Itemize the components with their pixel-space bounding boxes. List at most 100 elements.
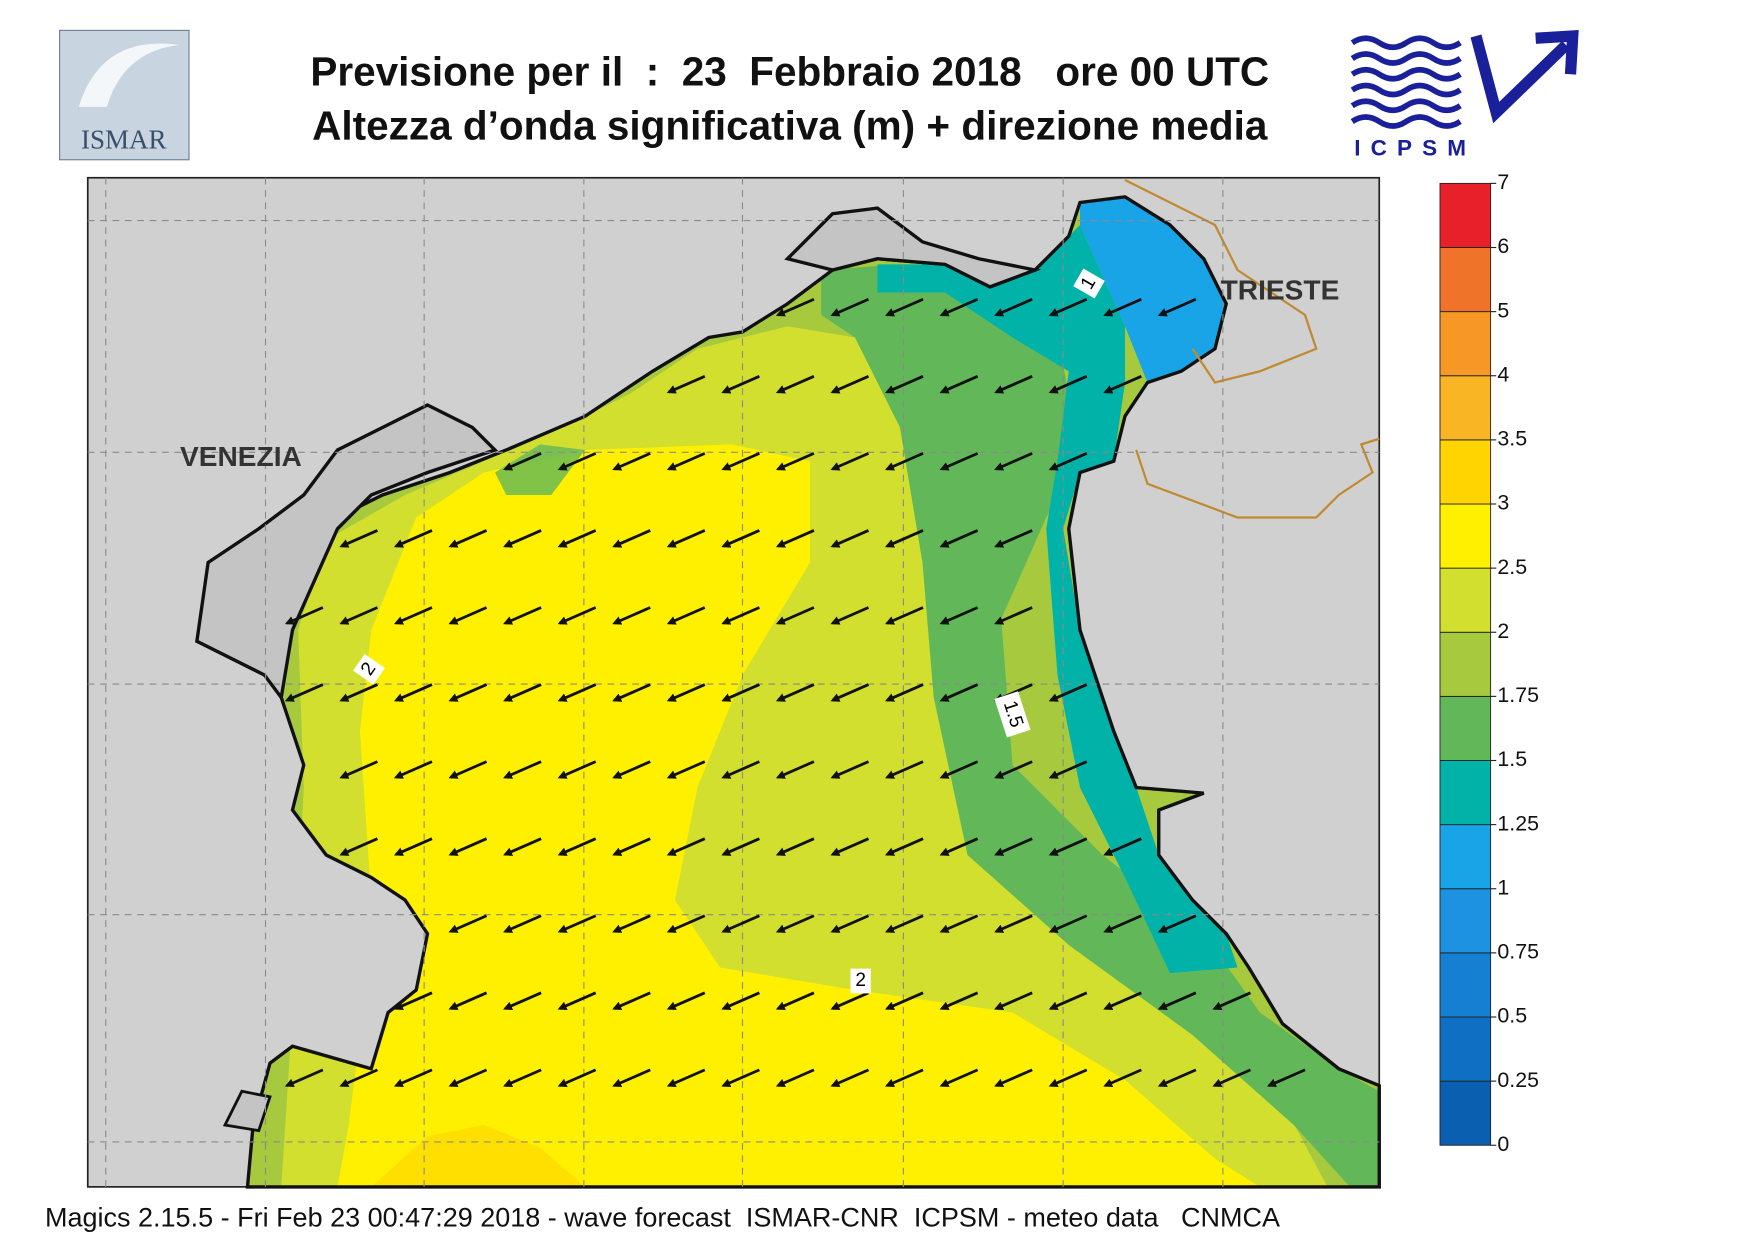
arrow: [721, 375, 760, 394]
arrow: [1103, 991, 1142, 1010]
colorbar-segment: [1439, 567, 1492, 633]
arrow: [775, 452, 815, 471]
arrow: [503, 452, 542, 471]
arrow: [666, 529, 706, 548]
lagoon: [195, 403, 499, 702]
arrow: [994, 297, 1033, 317]
arrow: [1157, 1068, 1197, 1088]
arrow: [1103, 1068, 1142, 1088]
island: [222, 1089, 272, 1133]
arrow: [939, 1068, 979, 1088]
arrow: [503, 760, 542, 779]
arrow: [939, 837, 979, 856]
arrow: [448, 914, 488, 933]
arrow: [939, 683, 979, 702]
arrow: [885, 683, 924, 702]
arrow: [448, 1068, 488, 1088]
arrow: [1048, 1068, 1088, 1088]
arrow: [1157, 914, 1197, 933]
arrow: [612, 529, 651, 548]
arrow: [994, 914, 1033, 933]
place-label: TRIESTE: [1221, 274, 1340, 305]
arrow: [1048, 297, 1088, 317]
colorbar-label: 2: [1497, 619, 1509, 643]
arrow: [557, 837, 597, 856]
arrow: [830, 837, 870, 856]
colorbar-segment: [1439, 182, 1492, 248]
arrow: [666, 837, 706, 856]
arrow: [775, 760, 815, 779]
arrow: [666, 683, 706, 702]
arrow: [339, 683, 379, 702]
arrow: [994, 606, 1033, 625]
arrow: [503, 914, 542, 933]
icpsm-logo: ICPSM: [1350, 30, 1579, 160]
arrow: [721, 606, 760, 625]
arrow: [1048, 837, 1088, 856]
arrow: [775, 991, 815, 1010]
arrow: [612, 1068, 651, 1088]
footer: Magics 2.15.5 - Fri Feb 23 00:47:29 2018…: [45, 1202, 1280, 1232]
arrow: [339, 529, 379, 548]
graticule: [87, 177, 1380, 1187]
arrow: [994, 529, 1033, 548]
arrow: [994, 452, 1033, 471]
arrow: [939, 606, 979, 625]
arrow: [393, 760, 433, 779]
arrow: [885, 297, 924, 317]
arrow: [448, 529, 488, 548]
arrow: [775, 914, 815, 933]
colorbar-segment: [1439, 631, 1492, 697]
arrow: [721, 529, 760, 548]
arrow: [721, 991, 760, 1010]
arrow: [339, 606, 379, 625]
title-line: Altezza d’onda significativa (m) + direz…: [312, 103, 1268, 149]
colorbar-segment: [1439, 439, 1492, 505]
arrow: [1103, 837, 1142, 856]
arrow: [775, 683, 815, 702]
arrow: [393, 683, 433, 702]
arrow: [885, 529, 924, 548]
arrow: [775, 375, 815, 394]
lagoon: [784, 206, 1042, 289]
arrow: [666, 1068, 706, 1088]
arrow: [612, 914, 651, 933]
arrow: [448, 606, 488, 625]
arrow: [721, 837, 760, 856]
arrow: [393, 529, 433, 548]
arrow: [830, 760, 870, 779]
map: 1 1.5 2 2 VENEZIA TRIESTE: [86, 176, 1381, 1189]
arrow: [612, 760, 651, 779]
colorbar: 0 0.25 0.5 0.75 1 1.25 1.5 1.75 2 2.5 3 3.5 4 5 6 7: [1439, 170, 1539, 1156]
arrow: [1048, 375, 1088, 394]
arrow: [775, 297, 815, 317]
arrow: [557, 914, 597, 933]
arrow: [557, 991, 597, 1010]
arrow: [1048, 683, 1088, 702]
arrow: [1103, 914, 1142, 933]
arrow: [994, 837, 1033, 856]
arrow: [393, 606, 433, 625]
colorbar-segment: [1439, 375, 1492, 441]
arrow: [666, 375, 706, 394]
arrow: [721, 452, 760, 471]
arrow: [339, 1068, 379, 1088]
arrow: [830, 529, 870, 548]
arrow: [1048, 914, 1088, 933]
arrow: [775, 606, 815, 625]
arrow: [721, 914, 760, 933]
arrow: [284, 1068, 324, 1088]
arrow: [939, 914, 979, 933]
arrow: [1212, 991, 1252, 1010]
arrow: [994, 1068, 1033, 1088]
arrow: [1103, 375, 1142, 394]
colorbar-label: 4: [1497, 362, 1509, 386]
arrow: [885, 837, 924, 856]
title-line: Previsione per il : 23 Febbraio 2018 ore…: [310, 49, 1269, 95]
colorbar-segment: [1439, 1016, 1492, 1082]
arrow: [503, 683, 542, 702]
arrow: [830, 452, 870, 471]
arrow: [939, 375, 979, 394]
arrow: [557, 683, 597, 702]
arrow: [503, 991, 542, 1010]
